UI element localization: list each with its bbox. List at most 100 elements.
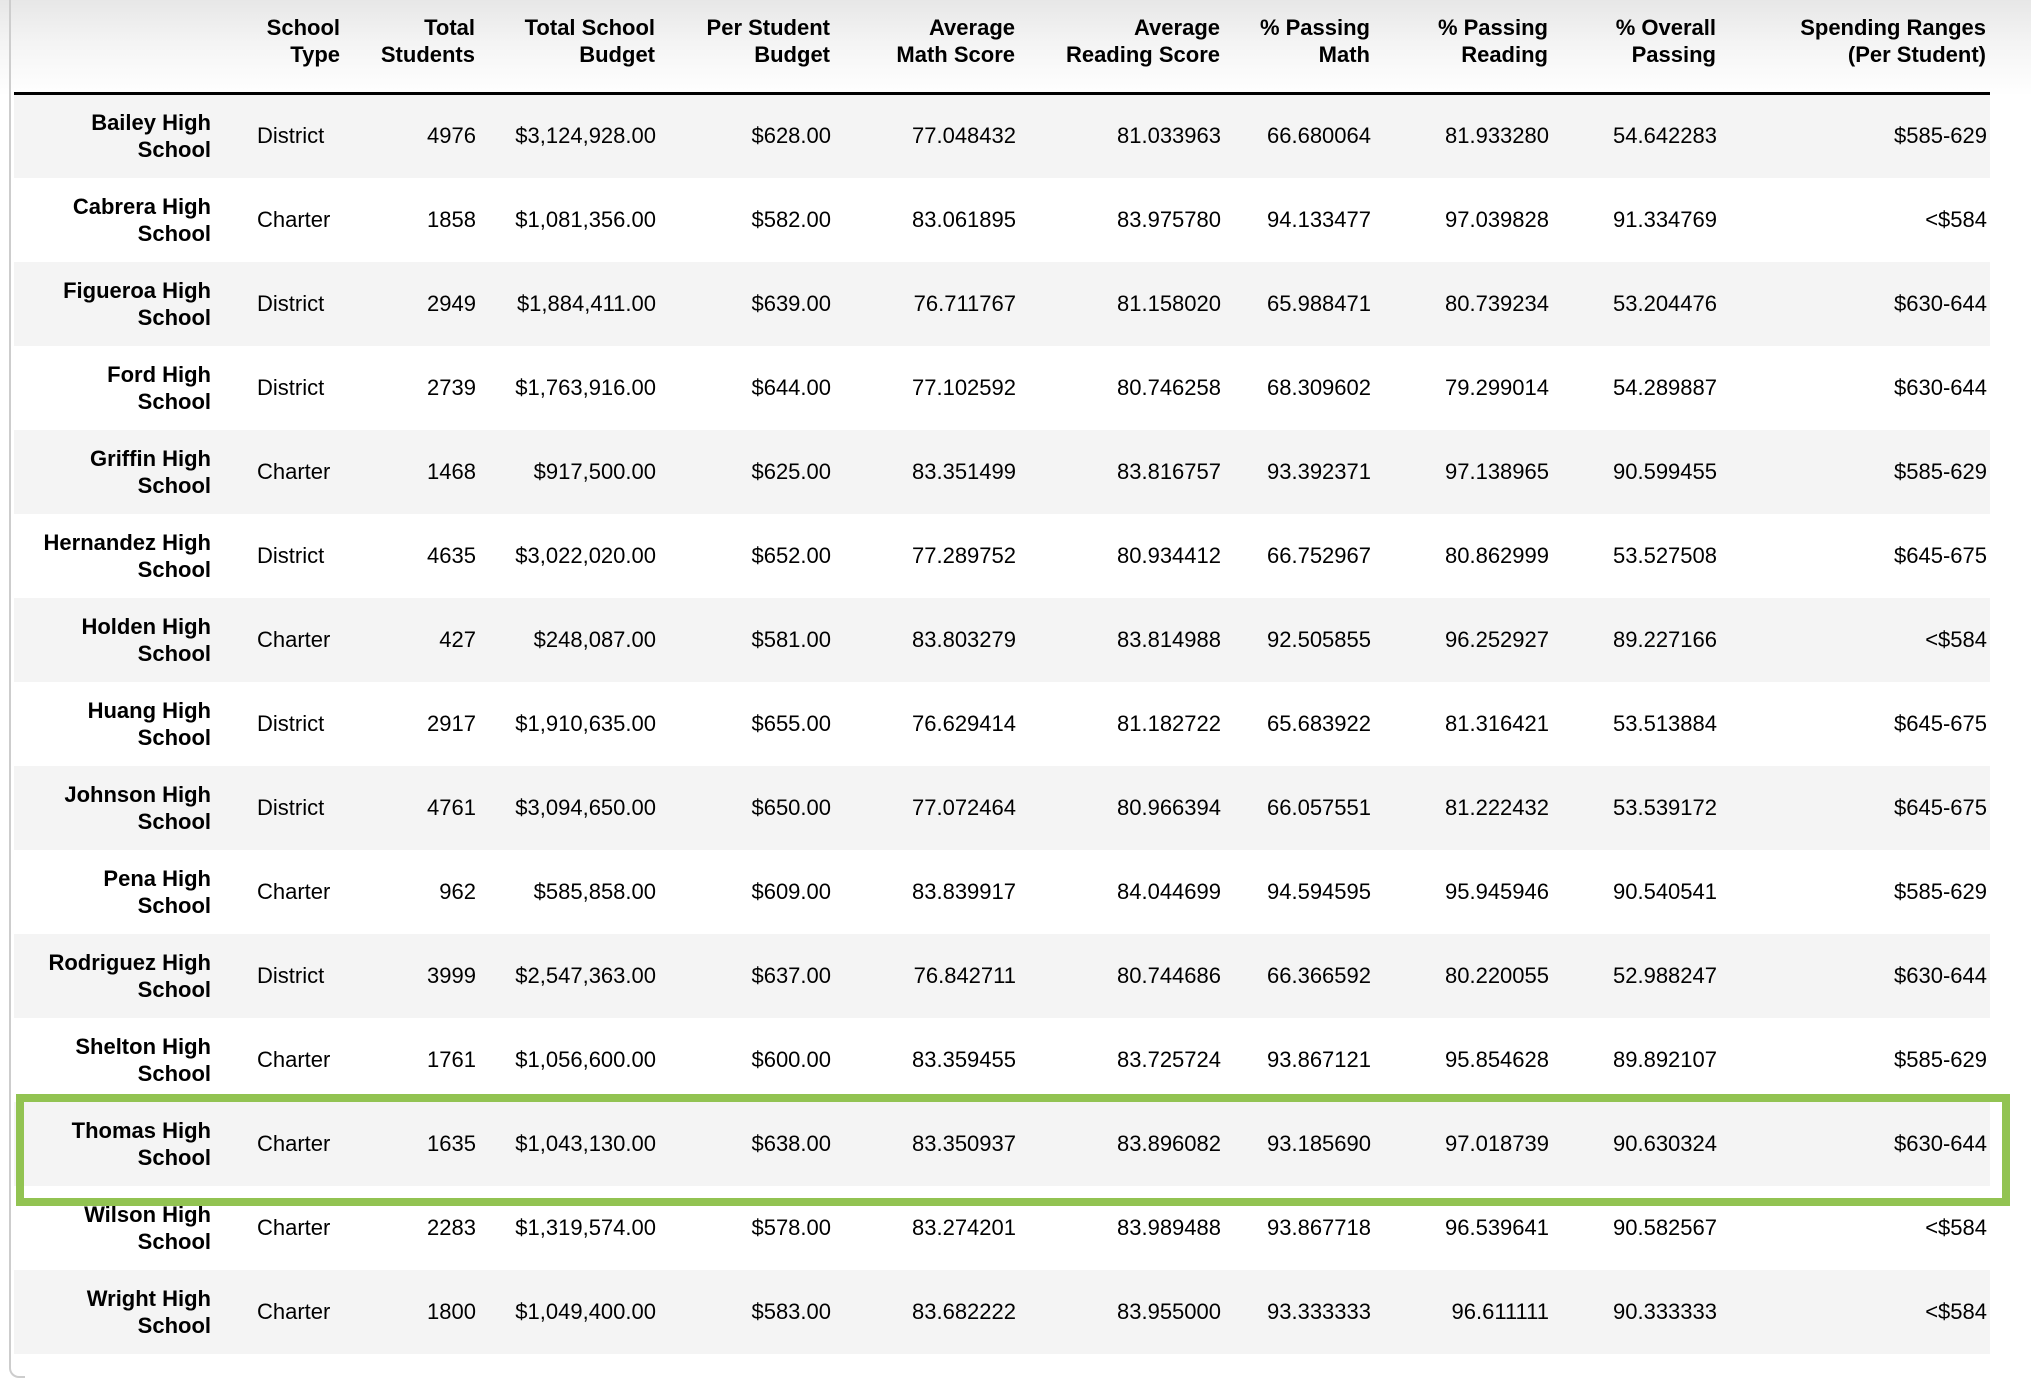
- cell-avg_math: 76.629414: [912, 710, 1016, 736]
- cell-spending_range: <$584: [1925, 206, 1987, 232]
- table-row: Shelton High School Charter 1761 $1,056,600…: [14, 1017, 1990, 1102]
- cell-pct_math: 65.683922: [1267, 710, 1371, 736]
- cell-avg_math: 83.839917: [912, 878, 1016, 904]
- table-row: Huang High School District 2917 $1,910,635.…: [14, 681, 1990, 766]
- cell-avg_math: 76.711767: [913, 290, 1016, 316]
- cell-pct_math: 93.333333: [1267, 1298, 1371, 1324]
- table-row: Cabrera High School Charter 1858 $1,081,356…: [14, 177, 1990, 262]
- row-header-school-name: Rodriguez High School: [48, 949, 211, 1002]
- cell-avg_reading: 83.989488: [1117, 1214, 1221, 1240]
- cell-students: 1800: [427, 1298, 476, 1324]
- cell-avg_reading: 80.744686: [1117, 962, 1221, 988]
- cell-type: District: [257, 542, 325, 568]
- cell-total_budget: $1,910,635.00: [515, 710, 656, 736]
- cell-type: Charter: [257, 1046, 331, 1072]
- cell-per_student_budget: $652.00: [751, 542, 831, 568]
- cell-total_budget: $3,022,020.00: [515, 542, 656, 568]
- row-header-school-name: Hernandez High School: [43, 529, 211, 582]
- column-header-pct_overall: % Overall Passing: [1552, 0, 1720, 95]
- cell-students: 2739: [427, 374, 476, 400]
- cell-avg_math: 77.102592: [912, 374, 1016, 400]
- row-header-school-name: Wright High School: [86, 1285, 211, 1338]
- cell-avg_math: 83.803279: [912, 626, 1016, 652]
- table-row: Pena High School Charter 962 $585,858.00 $60…: [14, 849, 1990, 934]
- cell-total_budget: $917,500.00: [533, 458, 656, 484]
- cell-pct_reading: 97.138965: [1445, 458, 1549, 484]
- cell-pct_overall: 53.204476: [1613, 290, 1717, 316]
- cell-total_budget: $3,124,928.00: [515, 123, 656, 149]
- cell-avg_reading: 83.725724: [1117, 1046, 1221, 1072]
- column-header-spending_range: Spending Ranges (Per Student): [1720, 0, 1990, 95]
- row-header-school-name: Cabrera High School: [72, 193, 211, 246]
- cell-total_budget: $1,081,356.00: [515, 206, 656, 232]
- cell-pct_overall: 90.333333: [1613, 1298, 1717, 1324]
- cell-pct_math: 68.309602: [1267, 374, 1371, 400]
- cell-students: 3999: [427, 962, 476, 988]
- cell-per_student_budget: $609.00: [751, 878, 831, 904]
- cell-pct_reading: 80.739234: [1445, 290, 1549, 316]
- cell-pct_math: 66.752967: [1267, 542, 1371, 568]
- cell-students: 427: [439, 626, 476, 652]
- table-row: Johnson High School District 4761 $3,094,65…: [14, 765, 1990, 850]
- cell-avg_reading: 83.816757: [1117, 458, 1221, 484]
- cell-total_budget: $2,547,363.00: [515, 962, 656, 988]
- table-header: School Type Total Students Total School Bu…: [14, 0, 1990, 95]
- cell-per_student_budget: $639.00: [751, 290, 831, 316]
- table-row: Rodriguez High School District 3999 $2,547,…: [14, 933, 1990, 1018]
- column-header-pct_math: % Passing Math: [1224, 0, 1374, 95]
- cell-per_student_budget: $628.00: [751, 123, 831, 149]
- cell-students: 2949: [427, 290, 476, 316]
- cell-per_student_budget: $650.00: [751, 794, 831, 820]
- cell-total_budget: $1,049,400.00: [515, 1298, 656, 1324]
- row-header-school-name: Holden High School: [81, 613, 211, 666]
- cell-avg_math: 77.289752: [912, 542, 1016, 568]
- row-header-school-name: Griffin High School: [90, 445, 211, 498]
- cell-pct_math: 94.594595: [1267, 878, 1371, 904]
- cell-type: District: [257, 710, 325, 736]
- column-header-avg_reading: Average Reading Score: [1019, 0, 1224, 95]
- cell-pct_math: 66.057551: [1267, 794, 1371, 820]
- cell-type: Charter: [257, 878, 331, 904]
- cell-per_student_budget: $600.00: [751, 1046, 831, 1072]
- cell-pct_overall: 90.630324: [1613, 1130, 1717, 1156]
- cell-students: 2917: [427, 710, 476, 736]
- row-header-school-name: Johnson High School: [64, 781, 211, 834]
- cell-pct_overall: 90.582567: [1613, 1214, 1717, 1240]
- row-header-school-name: Bailey High School: [91, 110, 211, 163]
- table-row: Ford High School District 2739 $1,763,916.0…: [14, 345, 1990, 430]
- header-row: School Type Total Students Total School Bu…: [14, 0, 1990, 95]
- cell-total_budget: $1,319,574.00: [515, 1214, 656, 1240]
- row-header-school-name: Thomas High School: [71, 1117, 211, 1170]
- cell-pct_math: 94.133477: [1267, 206, 1371, 232]
- cell-students: 2283: [427, 1214, 476, 1240]
- cell-pct_overall: 91.334769: [1613, 206, 1717, 232]
- table-row: Bailey High School District 4976 $3,124,928…: [14, 93, 1990, 178]
- cell-spending_range: $645-675: [1894, 542, 1987, 568]
- cell-type: District: [257, 962, 325, 988]
- cell-avg_reading: 83.955000: [1117, 1298, 1221, 1324]
- cell-type: Charter: [257, 458, 331, 484]
- cell-pct_math: 93.392371: [1267, 458, 1371, 484]
- cell-students: 1858: [427, 206, 476, 232]
- table-row: Wilson High School Charter 2283 $1,319,574.…: [14, 1185, 1990, 1270]
- cell-avg_math: 83.359455: [912, 1046, 1016, 1072]
- cell-pct_overall: 54.289887: [1613, 374, 1717, 400]
- cell-total_budget: $1,056,600.00: [515, 1046, 656, 1072]
- cell-pct_overall: 89.227166: [1613, 626, 1717, 652]
- cell-pct_math: 93.867121: [1267, 1046, 1371, 1072]
- cell-avg_reading: 80.934412: [1117, 542, 1221, 568]
- cell-avg_math: 83.061895: [912, 206, 1016, 232]
- cell-pct_overall: 90.540541: [1613, 878, 1717, 904]
- row-header-school-name: Pena High School: [103, 865, 211, 918]
- cell-spending_range: <$584: [1925, 1298, 1987, 1324]
- cell-students: 4976: [427, 123, 476, 149]
- cell-pct_overall: 89.892107: [1613, 1046, 1717, 1072]
- cell-pct_reading: 80.862999: [1445, 542, 1549, 568]
- cell-pct_overall: 54.642283: [1613, 123, 1717, 149]
- row-header-school-name: Wilson High School: [84, 1201, 211, 1254]
- cell-pct_overall: 53.539172: [1613, 794, 1717, 820]
- cell-type: Charter: [257, 1298, 331, 1324]
- table-row: Figueroa High School District 2949 $1,884,4…: [14, 261, 1990, 346]
- cell-per_student_budget: $583.00: [751, 1298, 831, 1324]
